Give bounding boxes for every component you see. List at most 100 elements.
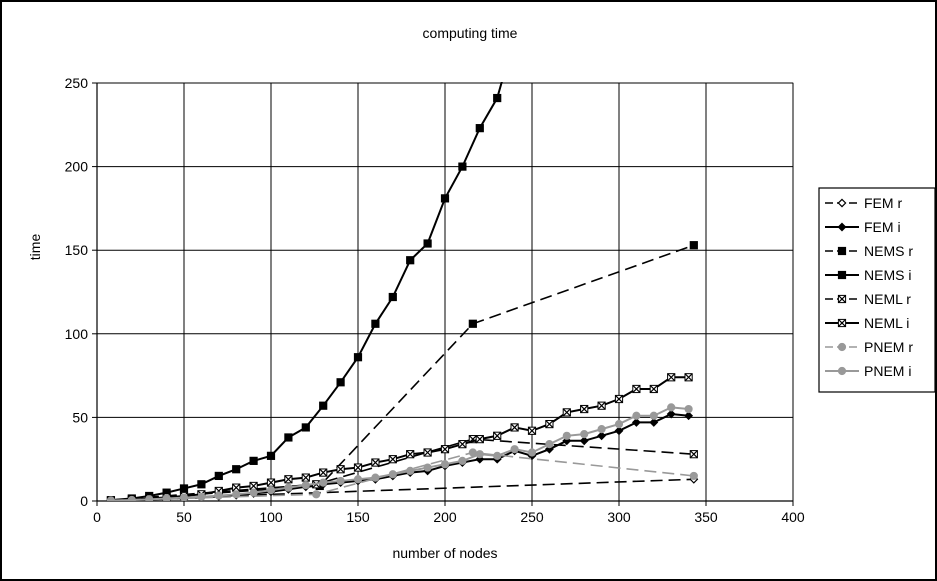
y-tick-label: 100 [65, 326, 89, 342]
x-tick-label: 350 [694, 509, 718, 525]
y-tick-label: 200 [65, 159, 89, 175]
x-tick-labels: 0 50 100 150 200 250 300 350 400 [93, 509, 805, 525]
data-point-neml-i [527, 426, 537, 435]
legend-marker [837, 222, 847, 232]
data-point-nems-i [301, 423, 310, 432]
data-point-neml-i [319, 468, 328, 477]
y-tick-labels: 0 50 100 150 200 250 [65, 75, 89, 509]
data-point-pnem-i [232, 490, 241, 499]
legend-label: NEMS r [864, 243, 913, 259]
data-point-fem-i [614, 426, 624, 436]
data-point-nems-i [458, 162, 467, 171]
legend-item-fem-i: FEM i [825, 219, 901, 235]
data-point-neml-i [614, 394, 624, 404]
data-point-nems-i [266, 451, 276, 460]
data-point-neml-i [475, 435, 484, 444]
legend-item-nems-i: NEMS i [825, 267, 911, 283]
legend-label: FEM i [864, 219, 901, 235]
data-point-neml-i [423, 448, 432, 457]
data-point-pnem-i [527, 448, 537, 457]
data-point-pnem-i [106, 496, 116, 501]
legend-marker [837, 246, 847, 256]
x-tick-label: 300 [607, 509, 631, 525]
data-point-pnem-i [179, 493, 189, 501]
series-line-pnem-i [110, 406, 689, 501]
legend-label: PNEM i [864, 363, 911, 379]
data-point-neml-i [545, 419, 554, 429]
chart-title: computing time [423, 25, 518, 41]
data-point-nems-i [284, 433, 293, 442]
legend-item-nems-r: NEMS r [825, 243, 913, 259]
data-point-pnem-i [388, 470, 397, 479]
data-point-pnem-i [475, 450, 484, 459]
data-point-nems-i [214, 471, 223, 481]
data-point-pnem-i [423, 463, 432, 472]
data-point-nems-i [440, 194, 450, 203]
data-point-nems-i [388, 292, 397, 302]
data-point-pnem-i [353, 475, 363, 484]
data-point-neml-i [232, 483, 241, 492]
data-point-nems-r [689, 241, 698, 250]
data-point-nems-i [319, 401, 328, 410]
data-point-pnem-i [440, 460, 450, 469]
series-neml-i [106, 373, 693, 501]
data-point-pnem-i [493, 451, 502, 460]
data-point-neml-i [266, 478, 276, 487]
data-point-neml-i [667, 373, 676, 382]
data-point-neml-i [510, 423, 519, 432]
data-point-neml-i [458, 440, 467, 449]
data-point-nems-i [249, 456, 258, 465]
data-point-neml-i [440, 445, 450, 454]
data-point-neml-i [301, 473, 310, 482]
data-point-fem-i [562, 436, 572, 446]
data-point-nems-i [336, 378, 345, 387]
x-tick-label: 100 [259, 509, 283, 525]
data-point-pnem-i [249, 488, 258, 497]
legend-item-pnem-i: PNEM i [825, 363, 911, 379]
legend-label: FEM r [864, 195, 902, 211]
data-point-nems-i [475, 124, 484, 133]
data-point-nems-i [353, 353, 363, 362]
legend-label: PNEM r [864, 339, 913, 355]
axes [92, 82, 794, 506]
y-axis-label: time [27, 234, 43, 261]
legend-marker [837, 366, 847, 376]
data-point-fem-i [544, 444, 554, 454]
data-point-neml-i [580, 404, 589, 414]
legend-item-fem-r: FEM r [825, 195, 902, 211]
data-point-pnem-i [649, 411, 658, 420]
data-point-neml-r [689, 450, 698, 459]
x-tick-label: 200 [433, 509, 457, 525]
data-point-pnem-i [458, 456, 467, 465]
data-point-nems-i [406, 256, 415, 265]
y-tick-label: 150 [65, 242, 89, 258]
data-point-fem-i [684, 411, 694, 421]
legend-item-pnem-r: PNEM r [825, 339, 913, 355]
data-point-pnem-i [319, 478, 328, 487]
data-point-pnem-i [301, 481, 310, 490]
data-point-pnem-i [580, 430, 589, 439]
series-line-neml-r [110, 438, 694, 501]
legend-label: NEML i [864, 315, 909, 331]
series-pnem-i [106, 403, 693, 501]
data-point-pnem-i [510, 445, 519, 454]
data-point-pnem-i [336, 476, 345, 486]
x-tick-label: 0 [93, 509, 101, 525]
data-point-neml-i [597, 401, 606, 410]
data-point-pnem-i [667, 403, 676, 412]
legend-marker [837, 318, 847, 328]
data-point-fem-i [597, 431, 607, 441]
data-point-pnem-i [684, 404, 693, 414]
legend-label: NEML r [864, 291, 911, 307]
data-point-pnem-i [545, 440, 554, 449]
series-line-nems-r [110, 244, 695, 501]
x-axis-label: number of nodes [392, 545, 497, 561]
series-line-pnem-r [110, 451, 694, 501]
y-tick-label: 0 [80, 493, 88, 509]
x-tick-label: 250 [520, 509, 544, 525]
series-group [106, 82, 699, 501]
data-point-neml-i [493, 431, 502, 440]
data-point-pnem-i [406, 466, 415, 476]
data-point-neml-i [336, 465, 345, 474]
data-point-pnem-i [284, 483, 293, 492]
